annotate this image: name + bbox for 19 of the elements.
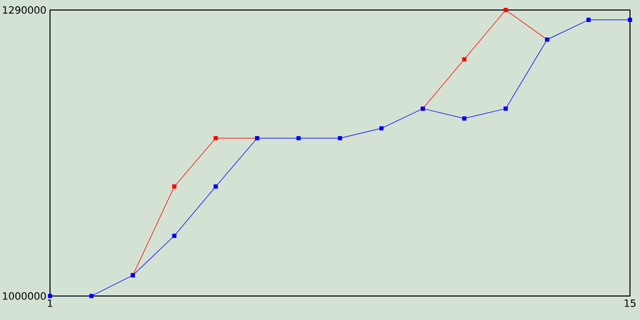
point	[504, 106, 508, 111]
point	[586, 18, 591, 22]
point	[48, 294, 52, 298]
point	[338, 136, 342, 140]
x-tick-label: 1	[48, 300, 52, 307]
point	[172, 184, 176, 189]
point	[214, 184, 218, 189]
point	[462, 116, 466, 121]
point	[89, 294, 94, 298]
point	[628, 18, 632, 22]
y-tick-label: 1000000	[3, 292, 46, 300]
point	[379, 126, 384, 130]
x-tick-label: 15	[624, 300, 636, 307]
point	[504, 8, 508, 12]
point	[296, 136, 301, 140]
y-tick-label: 1290000	[3, 6, 46, 14]
point	[462, 57, 466, 62]
point	[214, 136, 218, 140]
point	[172, 234, 176, 238]
